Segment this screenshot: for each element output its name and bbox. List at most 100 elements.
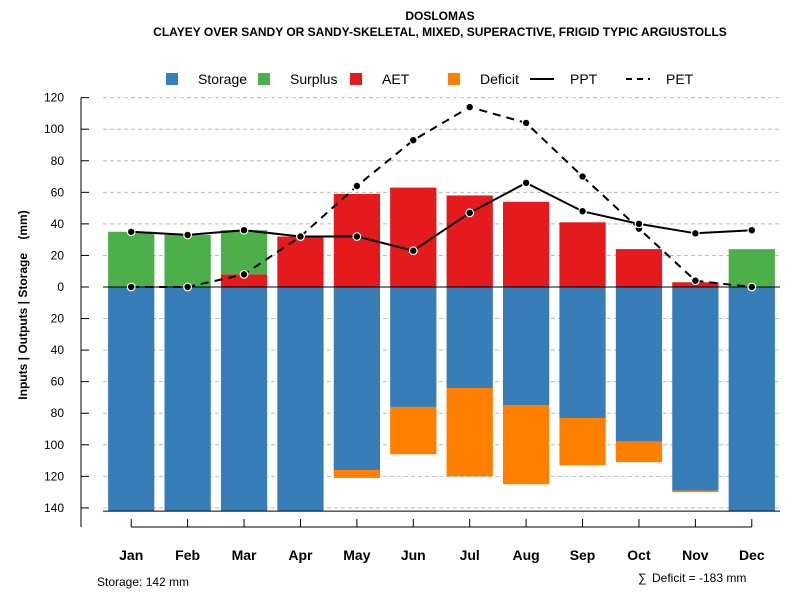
ppt-point-aug — [521, 178, 531, 188]
y-tick-label: 60 — [51, 185, 65, 199]
ppt-point-feb — [183, 230, 193, 240]
y-tick-label: 20 — [51, 248, 65, 262]
bar-storage-dec — [728, 287, 775, 512]
bar-storage-oct — [615, 287, 663, 442]
y-tick-label: 80 — [51, 406, 65, 420]
bar-surplus-dec — [728, 249, 775, 287]
x-tick-label-aug: Aug — [513, 547, 540, 563]
y-tick-label: 40 — [51, 217, 65, 231]
pet-point-jun — [408, 135, 418, 145]
x-tick-label-jun: Jun — [401, 547, 426, 563]
pet-point-nov — [690, 276, 700, 286]
legend-label-storage: Storage — [198, 71, 247, 87]
ppt-point-jul — [465, 208, 475, 218]
legend-label-surplus: Surplus — [290, 71, 337, 87]
bar-storage-jul — [446, 287, 493, 388]
deficit-note: Deficit = -183 mm — [652, 571, 746, 585]
bar-deficit-aug — [502, 405, 550, 485]
legend-label-pet: PET — [666, 71, 694, 87]
x-tick-label-jan: Jan — [119, 547, 143, 563]
bar-deficit-jun — [390, 406, 437, 455]
y-tick-label: 120 — [44, 91, 64, 105]
legend-label-ppt: PPT — [570, 71, 598, 87]
ppt-point-apr — [296, 232, 305, 241]
bar-storage-may — [333, 287, 381, 471]
ppt-point-jun — [408, 246, 418, 256]
bars — [108, 187, 775, 512]
bar-aet-jun — [390, 187, 437, 287]
chart-title: DOSLOMAS — [405, 9, 474, 23]
storage-note: Storage: 142 mm — [97, 575, 189, 589]
bar-storage-sep — [559, 287, 606, 418]
ppt-point-jan — [126, 227, 136, 237]
bar-aet-oct — [615, 249, 663, 287]
bar-storage-apr — [277, 287, 324, 512]
bar-aet-sep — [559, 222, 606, 287]
x-tick-label-mar: Mar — [232, 547, 257, 563]
pet-point-jan — [126, 282, 136, 292]
x-tick-label-dec: Dec — [739, 547, 765, 563]
ppt-point-dec — [747, 225, 757, 235]
y-tick-label: 0 — [57, 280, 64, 294]
bar-deficit-jul — [446, 387, 493, 477]
pet-point-dec — [747, 282, 757, 292]
legend-swatch-storage — [166, 73, 178, 85]
y-tick-label: 60 — [51, 375, 65, 389]
ppt-point-oct — [634, 219, 644, 229]
legend-swatch-surplus — [258, 73, 270, 85]
x-tick-label-feb: Feb — [175, 547, 200, 563]
lines — [131, 106, 752, 288]
legend: Storage Surplus AET Deficit PPT PET — [166, 71, 694, 87]
ppt-point-may — [352, 232, 362, 241]
bar-storage-jan — [108, 287, 155, 512]
bar-aet-apr — [277, 236, 324, 287]
pet-point-mar — [239, 269, 249, 279]
x-tick-label-sep: Sep — [570, 547, 596, 563]
pet-point-may — [352, 181, 362, 191]
bar-surplus-jan — [108, 231, 155, 287]
y-tick-label: 80 — [51, 154, 65, 168]
bar-storage-aug — [502, 287, 550, 406]
points — [126, 102, 757, 292]
bar-storage-jun — [390, 287, 437, 407]
x-tick-label-may: May — [343, 547, 370, 563]
pet-point-feb — [183, 282, 193, 292]
x-axis: Jan Feb Mar Apr May Jun Jul Aug Sep Oct Nov Dec — [119, 519, 765, 563]
legend-label-deficit: Deficit — [480, 71, 519, 87]
pet-point-aug — [521, 118, 531, 128]
x-tick-label-jul: Jul — [460, 547, 480, 563]
bar-deficit-may — [333, 470, 381, 478]
ppt-line — [131, 181, 752, 252]
bar-deficit-sep — [559, 417, 606, 466]
bar-deficit-nov — [672, 490, 719, 493]
y-tick-label: 100 — [44, 438, 64, 452]
legend-swatch-deficit — [448, 73, 460, 85]
y-tick-label: 120 — [44, 469, 64, 483]
ppt-point-nov — [690, 228, 700, 238]
sigma-icon: ∑ — [638, 571, 647, 585]
legend-swatch-aet — [350, 73, 362, 85]
pet-point-sep — [578, 172, 587, 181]
x-tick-label-oct: Oct — [627, 547, 651, 563]
y-tick-label: 40 — [51, 343, 65, 357]
bar-storage-feb — [164, 287, 211, 512]
bar-surplus-mar — [220, 230, 268, 275]
y-tick-label: 100 — [44, 122, 64, 136]
y-tick-label: 140 — [44, 501, 64, 515]
bar-aet-aug — [502, 201, 550, 287]
bar-surplus-feb — [164, 234, 211, 287]
pet-line — [131, 106, 752, 288]
chart-subtitle: CLAYEY OVER SANDY OR SANDY-SKELETAL, MIX… — [153, 25, 727, 39]
x-tick-label-apr: Apr — [288, 547, 313, 563]
legend-label-aet: AET — [382, 71, 410, 87]
y-axis-label: Inputs | Outputs | Storage (mm) — [16, 210, 30, 399]
bar-storage-mar — [220, 287, 268, 512]
bar-deficit-oct — [615, 441, 663, 463]
grid — [103, 97, 780, 509]
ppt-point-sep — [578, 206, 587, 216]
pet-point-jul — [465, 102, 475, 112]
ppt-point-mar — [239, 225, 249, 235]
y-tick-label: 20 — [51, 312, 65, 326]
y-axis: 120 100 80 60 40 20 0 20 40 60 80 100 120 140 — [44, 91, 89, 527]
